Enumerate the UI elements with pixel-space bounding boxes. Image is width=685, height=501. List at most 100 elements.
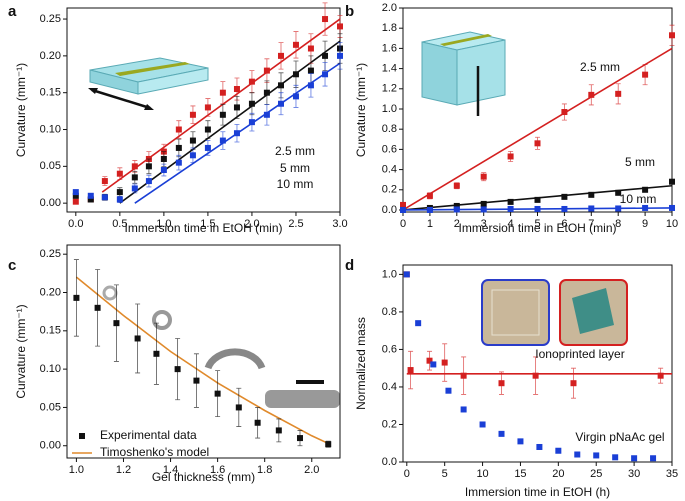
- data-point: [498, 430, 505, 437]
- data-point: [174, 366, 181, 373]
- data-point: [87, 196, 94, 203]
- data-point: [631, 455, 638, 462]
- data-point: [612, 454, 619, 461]
- data-point: [498, 380, 505, 387]
- data-point: [94, 304, 101, 311]
- data-point: [292, 93, 299, 100]
- series-label: 5 mm: [625, 155, 655, 169]
- data-point: [460, 406, 467, 413]
- data-point: [72, 189, 79, 196]
- data-point: [337, 52, 343, 59]
- x-tick-label: 5: [442, 468, 448, 480]
- y-tick-label: 1.8: [382, 22, 397, 34]
- data-point: [615, 90, 622, 97]
- data-point: [400, 201, 406, 208]
- y-tick-label: 0.15: [40, 87, 61, 99]
- data-point: [615, 205, 622, 212]
- data-point: [263, 111, 270, 118]
- data-point: [322, 52, 329, 59]
- data-point: [480, 173, 487, 180]
- legend-marker: [79, 433, 85, 439]
- y-tick-label: 1.0: [382, 268, 397, 280]
- data-point: [307, 67, 314, 74]
- x-tick-label: 7: [588, 218, 594, 230]
- x-tick-label: 35: [666, 468, 678, 480]
- data-point: [248, 100, 255, 107]
- x-axis-label: Immersion time in EtOH (min): [124, 221, 282, 235]
- data-point: [101, 194, 108, 201]
- data-point: [235, 404, 242, 411]
- fit-line: [75, 276, 329, 445]
- inset-d: [481, 279, 628, 346]
- y-axis-label: Curvature (mm⁻¹): [354, 63, 368, 157]
- data-point: [189, 137, 196, 144]
- y-tick-label: 1.0: [382, 103, 397, 115]
- series-label: 2.5 mm: [580, 60, 620, 74]
- data-point: [248, 119, 255, 126]
- legend-label: Timoshenko's model: [100, 445, 209, 459]
- data-point: [507, 198, 514, 205]
- data-point: [145, 178, 152, 185]
- x-tick-label: 2.5: [288, 218, 303, 230]
- data-point: [160, 155, 167, 162]
- data-point: [87, 192, 94, 199]
- y-tick-label: 0.05: [40, 160, 61, 172]
- series-label: 10 mm: [277, 177, 314, 191]
- panel-letter: a: [8, 3, 17, 20]
- series-label: Virgin pNaAc gel: [575, 430, 664, 444]
- x-tick-label: 3: [481, 218, 487, 230]
- y-tick-label: 0.0: [382, 204, 397, 216]
- data-point: [588, 191, 595, 198]
- panel-letter: d: [345, 257, 354, 274]
- data-point: [248, 78, 255, 85]
- data-point: [204, 126, 211, 133]
- data-point: [561, 193, 568, 200]
- x-tick-label: 10: [666, 218, 678, 230]
- data-point: [400, 206, 406, 213]
- data-point: [337, 23, 343, 30]
- data-point: [116, 189, 123, 196]
- series-label: 2.5 mm: [275, 144, 315, 158]
- data-point: [479, 421, 486, 428]
- y-tick-label: 1.6: [382, 42, 397, 54]
- data-point: [263, 67, 270, 74]
- data-point: [650, 455, 657, 462]
- x-axis-label: Immersion time in EtOH (h): [465, 485, 610, 499]
- data-point: [113, 320, 120, 327]
- data-point: [570, 380, 577, 387]
- data-point: [588, 91, 595, 98]
- data-point: [536, 443, 543, 450]
- x-axis-label: Gel thickness (mm): [152, 470, 255, 484]
- y-tick-label: 0.25: [40, 248, 61, 260]
- data-point: [233, 130, 240, 137]
- x-tick-label: 0: [404, 468, 410, 480]
- x-tick-label: 4: [508, 218, 514, 230]
- data-point: [555, 447, 562, 454]
- x-tick-label: 6: [561, 218, 567, 230]
- data-point: [426, 357, 433, 364]
- data-point: [233, 86, 240, 93]
- x-tick-label: 0: [400, 218, 406, 230]
- data-point: [292, 71, 299, 78]
- y-tick-label: 0.8: [382, 123, 397, 135]
- y-tick-label: 2.0: [382, 2, 397, 14]
- data-point: [189, 152, 196, 159]
- data-point: [160, 167, 167, 174]
- data-point: [277, 100, 284, 107]
- y-tick-label: 0.15: [40, 325, 61, 337]
- data-point: [657, 372, 664, 379]
- series-label: 5 mm: [280, 161, 310, 175]
- y-tick-label: 0.00: [40, 197, 61, 209]
- data-point: [175, 126, 182, 133]
- data-point: [453, 206, 460, 213]
- data-point: [507, 153, 514, 160]
- y-tick-label: 0.6: [382, 343, 397, 355]
- x-tick-label: 2.0: [244, 218, 259, 230]
- data-point: [116, 170, 123, 177]
- data-point: [588, 205, 595, 212]
- data-point: [263, 89, 270, 96]
- data-point: [307, 45, 314, 52]
- data-point: [642, 186, 649, 193]
- y-tick-label: 0.05: [40, 401, 61, 413]
